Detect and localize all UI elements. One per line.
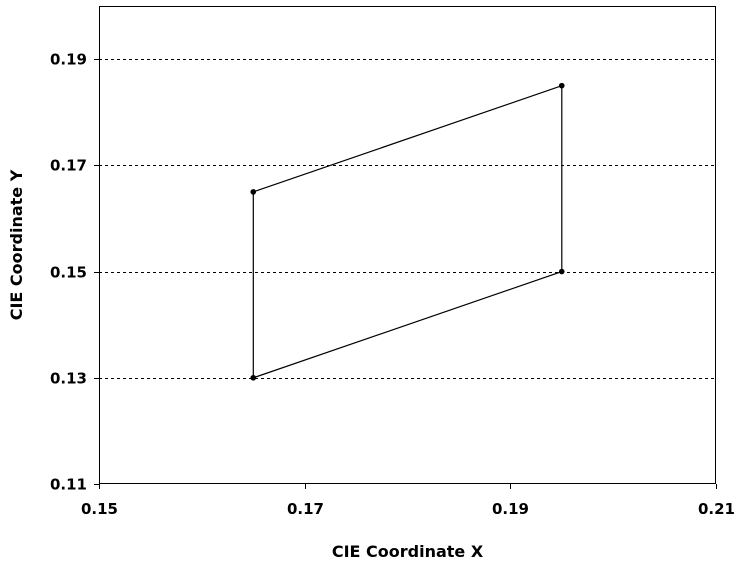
y-tick-label: 0.15 — [50, 264, 87, 282]
data-point — [250, 374, 257, 381]
x-tick-label: 0.19 — [492, 500, 529, 518]
plot-area-frame — [99, 6, 716, 484]
data-point — [558, 82, 565, 89]
y-tick-label: 0.19 — [50, 51, 87, 69]
x-tick-label: 0.15 — [81, 500, 118, 518]
gridlines — [99, 59, 716, 379]
y-tick-label: 0.11 — [50, 476, 87, 494]
x-tick-label: 0.21 — [698, 500, 735, 518]
data-point — [558, 268, 565, 275]
series-line — [252, 84, 563, 379]
y-tick-label: 0.17 — [50, 157, 87, 175]
y-axis-label: CIE Coordinate Y — [7, 169, 26, 320]
axis-ticks: 0.11 0.13 0.15 0.17 0.19 0.15 0.17 0.19 0.21 — [50, 51, 735, 519]
data-point — [250, 189, 257, 195]
x-tick-label: 0.17 — [287, 500, 324, 518]
data-series — [250, 82, 565, 381]
y-tick-label: 0.13 — [50, 370, 87, 388]
x-axis-label: CIE Coordinate X — [332, 542, 484, 561]
